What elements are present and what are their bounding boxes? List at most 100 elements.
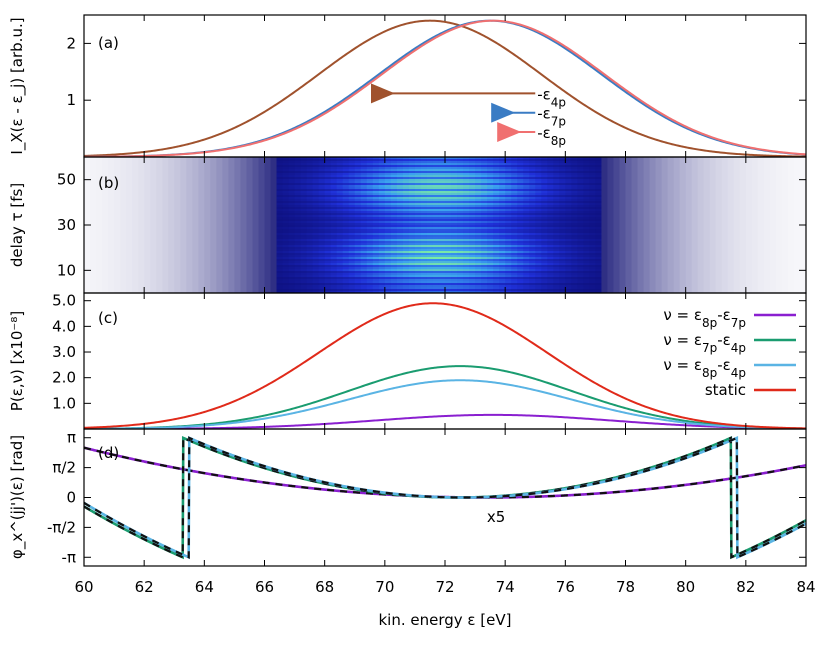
- heatmap-cell: [180, 211, 187, 214]
- heatmap-cell: [234, 191, 242, 194]
- heatmap-cell: [493, 199, 500, 202]
- heatmap-cell: [150, 179, 157, 182]
- heatmap-cell: [559, 205, 566, 208]
- heatmap-cell: [210, 201, 217, 204]
- heatmap-cell: [234, 239, 242, 242]
- heatmap-cell: [414, 215, 422, 218]
- heatmap-cell: [703, 221, 711, 224]
- heatmap-cell: [793, 203, 801, 206]
- heatmap-cell: [126, 215, 133, 218]
- heatmap-cell: [601, 205, 609, 208]
- heatmap-cell: [787, 213, 795, 216]
- heatmap-cell: [306, 239, 314, 242]
- heatmap-cell: [306, 213, 314, 216]
- heatmap-cell: [751, 203, 759, 206]
- heatmap-cell: [234, 219, 242, 222]
- heatmap-cell: [282, 239, 290, 242]
- heatmap-cell: [733, 211, 741, 214]
- heatmap-cell: [493, 167, 500, 170]
- heatmap-cell: [499, 171, 506, 174]
- heatmap-cell: [258, 157, 266, 160]
- heatmap-cell: [84, 197, 91, 200]
- heatmap-cell: [445, 157, 452, 160]
- heatmap-cell: [96, 187, 103, 190]
- heatmap-cell: [240, 217, 248, 220]
- heatmap-cell: [643, 209, 651, 212]
- heatmap-cell: [505, 187, 512, 190]
- heatmap-cell: [505, 171, 512, 174]
- heatmap-cell: [655, 177, 663, 180]
- heatmap-cell: [775, 193, 783, 196]
- heatmap-cell: [90, 157, 97, 160]
- heatmap-cell: [300, 159, 308, 162]
- heatmap-cell: [366, 167, 374, 170]
- heatmap-cell: [721, 201, 729, 204]
- heatmap-cell: [733, 219, 741, 222]
- heatmap-cell: [781, 205, 789, 208]
- heatmap-cell: [372, 185, 380, 188]
- heatmap-cell: [637, 161, 645, 164]
- heatmap-cell: [643, 187, 651, 190]
- heatmap-cell: [360, 157, 368, 160]
- heatmap-cell: [523, 219, 530, 222]
- heatmap-cell: [457, 167, 464, 170]
- heatmap-cell: [787, 221, 795, 224]
- heatmap-cell: [186, 239, 193, 242]
- heatmap-cell: [481, 169, 488, 172]
- heatmap-cell: [739, 195, 747, 198]
- heatmap-cell: [306, 187, 314, 190]
- heatmap-cell: [451, 223, 458, 226]
- heatmap-cell: [432, 213, 440, 216]
- heatmap-cell: [210, 163, 217, 166]
- heatmap-cell: [565, 165, 572, 168]
- heatmap-cell: [727, 173, 735, 176]
- heatmap-cell: [481, 215, 488, 218]
- heatmap-cell: [264, 163, 272, 166]
- heatmap-cell: [457, 227, 464, 230]
- heatmap-cell: [589, 225, 597, 228]
- heatmap-cell: [649, 181, 657, 184]
- heatmap-cell: [408, 237, 416, 240]
- heatmap-cell: [655, 179, 663, 182]
- heatmap-cell: [108, 185, 115, 188]
- heatmap-cell: [703, 159, 711, 162]
- heatmap-cell: [721, 211, 729, 214]
- heatmap-cell: [228, 187, 236, 190]
- heatmap-cell: [667, 207, 675, 210]
- heatmap-cell: [535, 169, 542, 172]
- heatmap-cell: [366, 185, 374, 188]
- heatmap-cell: [559, 163, 566, 166]
- heatmap-cell: [649, 221, 657, 224]
- heatmap-cell: [751, 229, 759, 232]
- heatmap-cell: [799, 191, 806, 194]
- heatmap-cell: [721, 213, 729, 216]
- heatmap-cell: [469, 219, 476, 222]
- heatmap-cell: [378, 201, 386, 204]
- heatmap-cell: [84, 205, 91, 208]
- heatmap-cell: [114, 181, 121, 184]
- heatmap-cell: [186, 167, 193, 170]
- heatmap-cell: [553, 221, 560, 224]
- heatmap-cell: [414, 225, 422, 228]
- heatmap-cell: [631, 199, 639, 202]
- heatmap-cell: [96, 229, 103, 232]
- heatmap-cell: [577, 221, 584, 224]
- heatmap-cell: [132, 227, 139, 230]
- heatmap-cell: [637, 197, 645, 200]
- heatmap-cell: [288, 205, 296, 208]
- heatmap-cell: [246, 181, 254, 184]
- heatmap-cell: [601, 167, 609, 170]
- heatmap-cell: [378, 227, 386, 230]
- heatmap-cell: [451, 211, 458, 214]
- heatmap-cell: [276, 169, 284, 172]
- heatmap-cell: [126, 197, 133, 200]
- heatmap-cell: [198, 191, 205, 194]
- heatmap-cell: [799, 209, 806, 212]
- heatmap-cell: [493, 217, 500, 220]
- heatmap-cell: [108, 157, 115, 160]
- heatmap-cell: [487, 177, 494, 180]
- heatmap-cell: [378, 175, 386, 178]
- heatmap-cell: [487, 227, 494, 230]
- heatmap-cell: [264, 227, 272, 230]
- heatmap-cell: [769, 183, 777, 186]
